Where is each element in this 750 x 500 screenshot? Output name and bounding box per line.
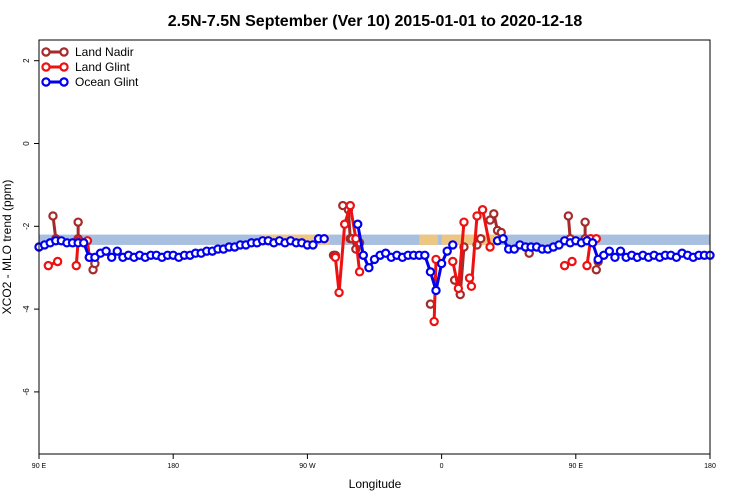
highlight-patch-1: [441, 234, 498, 245]
land-nadir-point-21: [489, 209, 499, 219]
x-axis-label: Longitude: [349, 477, 402, 491]
ocean-glint-point-67: [436, 258, 447, 269]
y-tick-label-3: -4: [22, 305, 31, 313]
land-glint-point-17: [464, 273, 475, 283]
land-glint-point-15: [453, 283, 464, 294]
ocean-glint-point-68: [442, 246, 452, 256]
ocean-glint-point-90: [604, 246, 615, 256]
ocean-glint-point-14: [112, 246, 122, 256]
land-glint-point-19: [472, 211, 482, 221]
y-tick-label-1: 0: [22, 141, 31, 146]
land-nadir-point-2: [73, 217, 83, 227]
chart-title: 2.5N-7.5N September (Ver 10) 2015-01-01 …: [168, 13, 583, 30]
land-nadir-point-14: [425, 299, 436, 309]
series-ocean-glint: [34, 219, 715, 296]
land-glint-point-12: [429, 316, 439, 327]
y-tick-label-4: -6: [22, 388, 31, 396]
legend-swatch-marker-land-nadir-b: [59, 47, 69, 57]
land-nadir-point-25: [563, 211, 574, 221]
ocean-glint-point-92: [615, 246, 626, 256]
land-glint-point-7: [334, 287, 344, 298]
land-glint-point-21: [485, 242, 495, 252]
land-glint-point-9: [345, 200, 355, 211]
series-layer: [34, 200, 715, 327]
x-tick-label-4: 90 E: [569, 463, 584, 470]
ocean-glint-point-52: [353, 219, 363, 229]
ocean-glint-point-54: [364, 263, 374, 273]
land-nadir-point-0: [48, 211, 58, 221]
land-nadir-point-19: [476, 234, 486, 244]
ocean-glint-point-13: [106, 252, 117, 263]
legend-swatch-marker-ocean-glint-b: [59, 77, 69, 87]
land-glint-line-2: [333, 204, 362, 295]
series-land-glint: [43, 200, 602, 327]
ocean-glint-point-87: [587, 238, 598, 248]
land-glint-point-6: [330, 252, 341, 263]
plot-frame: [38, 39, 711, 455]
legend-item-land-nadir: Land Nadir: [41, 45, 134, 59]
ocean-glint-point-69: [448, 240, 458, 250]
ocean-glint-point-53: [358, 250, 369, 260]
x-axis: 90 E 180 90 W 0 90 E 180: [32, 454, 716, 470]
highlight-patch-0: [419, 234, 438, 245]
land-glint-point-16: [459, 217, 469, 227]
ocean-glint-point-51: [319, 234, 329, 244]
ocean-glint-point-71: [498, 234, 508, 244]
y-tick-label-2: -2: [22, 222, 31, 230]
land-glint-point-20: [477, 205, 488, 215]
land-glint-point-0: [43, 260, 54, 271]
legend-swatch-marker-land-glint-a: [41, 62, 51, 72]
background-band-layer: [39, 234, 710, 245]
land-glint-point-24: [582, 260, 592, 271]
ocean-glint-point-65: [425, 267, 436, 277]
legend-label-land-glint: Land Glint: [75, 60, 130, 74]
land-glint-point-14: [448, 256, 458, 267]
ocean-glint-point-12: [101, 246, 111, 256]
land-glint-point-23: [567, 256, 577, 267]
land-glint-point-11: [354, 267, 365, 277]
legend-label-land-nadir: Land Nadir: [75, 45, 134, 59]
y-axis: 2 0 -2 -4 -6: [22, 58, 39, 396]
y-tick-label-0: 2: [22, 58, 31, 63]
ocean-glint-point-66: [431, 285, 441, 296]
reference-band: [39, 234, 710, 245]
land-glint-point-22: [559, 260, 570, 271]
ocean-glint-point-49: [308, 240, 318, 250]
legend-label-ocean-glint: Ocean Glint: [75, 75, 139, 89]
x-tick-label-3: 0: [440, 463, 444, 470]
legend-item-land-glint: Land Glint: [41, 60, 130, 74]
legend-swatch-marker-land-nadir-a: [41, 47, 51, 57]
land-nadir-point-27: [580, 217, 590, 227]
land-glint-point-2: [71, 260, 81, 271]
land-glint-point-18: [466, 281, 477, 292]
ocean-glint-point-64: [420, 250, 430, 260]
ocean-glint-point-91: [610, 252, 620, 263]
land-nadir-point-29: [591, 265, 602, 275]
ocean-glint-point-8: [79, 238, 89, 248]
land-glint-point-8: [339, 219, 350, 229]
x-tick-label-0: 90 E: [32, 463, 47, 470]
legend-item-ocean-glint: Ocean Glint: [41, 75, 139, 89]
x-tick-label-1: 180: [167, 463, 179, 470]
legend-swatch-marker-ocean-glint-a: [41, 77, 51, 87]
x-tick-label-5: 180: [704, 463, 716, 470]
land-glint-point-1: [52, 256, 63, 267]
legend-swatch-marker-land-glint-b: [59, 62, 69, 72]
x-tick-label-2: 90 W: [299, 463, 316, 470]
y-axis-label: XCO2 - MLO trend (ppm): [0, 180, 14, 315]
